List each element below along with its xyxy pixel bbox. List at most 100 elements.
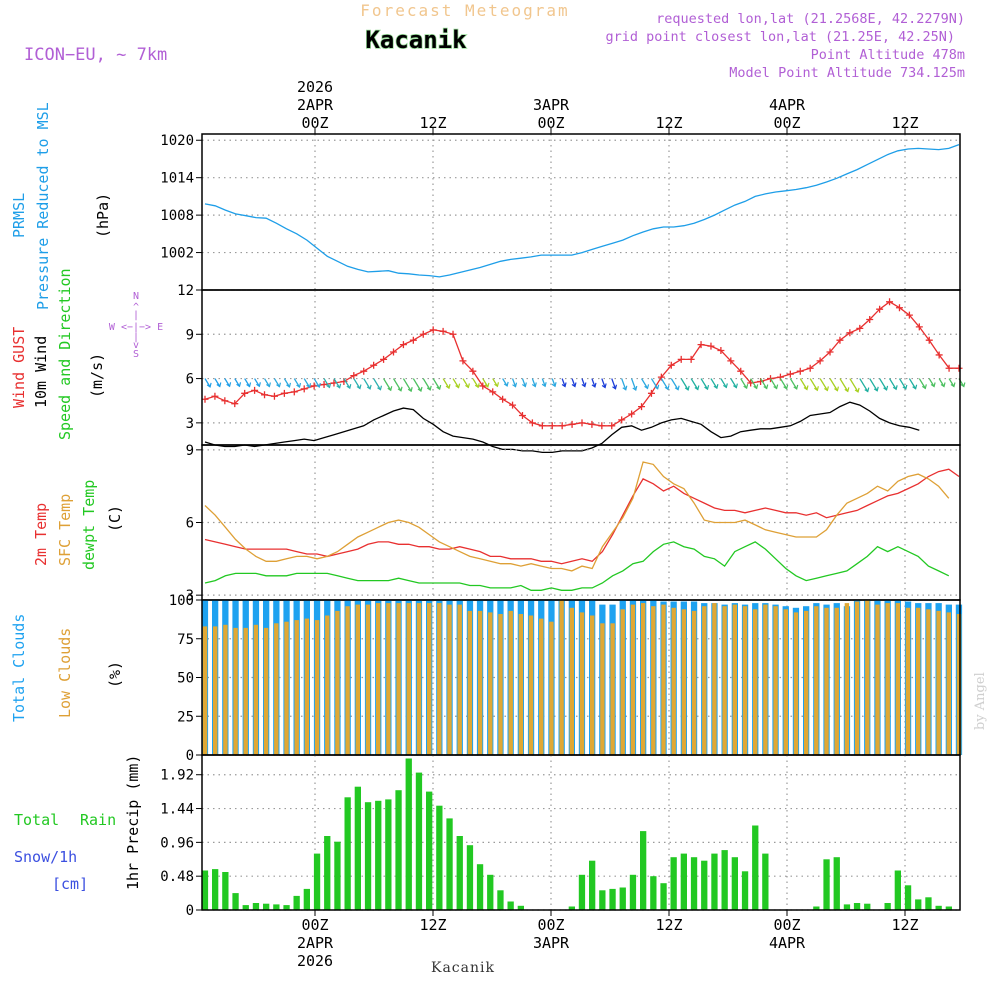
compass-down: v [133,340,139,351]
wind-arrow [730,378,737,388]
gust-marker [925,336,933,344]
gust-marker [509,401,517,409]
bar [273,904,280,910]
wind-arrow [392,378,402,392]
y-tick-label: 12 [177,283,194,299]
label-cm: [cm] [52,875,88,893]
bar [304,618,310,755]
panel-frame [201,754,961,911]
wind-arrow-head [436,384,442,391]
label-wind-gust: Wind GUST [10,327,28,408]
bar [773,606,778,755]
wind-arrow [234,378,241,387]
location-title: Kacanik [365,26,467,54]
label-10m-wind: 10m Wind [32,336,50,408]
time-label-top: 4APR [769,96,806,114]
label-2m-temp: 2m Temp [32,503,50,566]
bar [274,623,279,756]
wind-arrow-head [632,385,638,391]
time-label-bottom: 12Z [655,916,682,934]
gust-marker [866,316,874,324]
compass-n: N [133,291,139,302]
bar [325,615,330,755]
wind-arrow-head [743,384,749,390]
wind-arrow-head [316,382,321,389]
bar [345,606,350,755]
y-tick-label: 6 [186,372,194,388]
label-dewpt-temp: dewpt Temp [80,480,98,570]
bar [477,610,483,755]
series-line [204,461,950,572]
bar [925,897,932,910]
wind-arrow [670,378,679,391]
gust-marker [826,348,834,356]
wind-arrow [760,378,768,389]
wind-arrow-head [912,384,918,390]
gust-marker [211,392,219,400]
wind-arrow [462,378,469,388]
bar [212,869,219,910]
time-label-bottom: 2APR [297,934,334,952]
bar [294,620,299,755]
wind-arrow-head [494,382,500,388]
bar [528,615,534,755]
bar [753,609,758,755]
bar [783,609,788,755]
y-tick-label: 75 [177,632,194,648]
wind-arrow-head [654,384,660,390]
time-label-bottom: 4APR [769,934,806,952]
y-tick-label: 0.96 [160,835,194,851]
series-line [204,301,959,427]
wind-arrow-head [581,382,587,388]
bar [864,903,871,910]
bar [488,612,493,755]
wind-arrow [829,378,838,391]
wind-arrow-head [733,383,738,389]
bar [742,606,748,755]
wind-arrow-head [773,384,779,390]
gust-marker [251,386,259,394]
wind-arrow-head [713,384,719,390]
compass-rose: N ^ | W <−|−> E | v S [109,291,163,360]
wind-arrow [640,378,649,389]
gust-marker [499,395,507,403]
wind-arrow [254,378,260,387]
wind-arrow [750,378,758,389]
bar [395,790,402,910]
wind-arrow-head [834,386,839,392]
bar [834,607,839,756]
wind-arrow [621,378,627,391]
wind-arrow [373,378,382,391]
bar [701,860,708,910]
wind-arrow-head [694,385,700,391]
bar [415,772,423,910]
bar [466,845,474,910]
compass-we: W <−|−> E [109,322,163,333]
wind-arrow [402,378,412,392]
gust-marker [479,382,487,390]
bar [661,604,666,755]
wind-arrow [541,378,546,387]
bar [660,883,667,910]
wind-arrow-head [873,386,879,392]
gust-marker [290,388,298,396]
wind-arrow-head [266,382,271,388]
bar [671,607,676,756]
bar [905,607,911,756]
gust-marker [310,382,318,390]
gust-marker [687,355,695,363]
wind-arrow [660,378,669,390]
bar [813,906,820,910]
wind-arrow [214,378,221,387]
bar [731,857,738,910]
bar [549,621,554,755]
label-rain: Rain [80,811,116,829]
wind-arrow-head [286,382,292,388]
gust-marker [647,389,655,397]
bar [844,603,850,755]
wind-arrow [343,378,351,389]
gust-marker [320,380,328,388]
wind-arrow-head [226,382,232,388]
bar [507,901,514,910]
bar [446,818,453,910]
